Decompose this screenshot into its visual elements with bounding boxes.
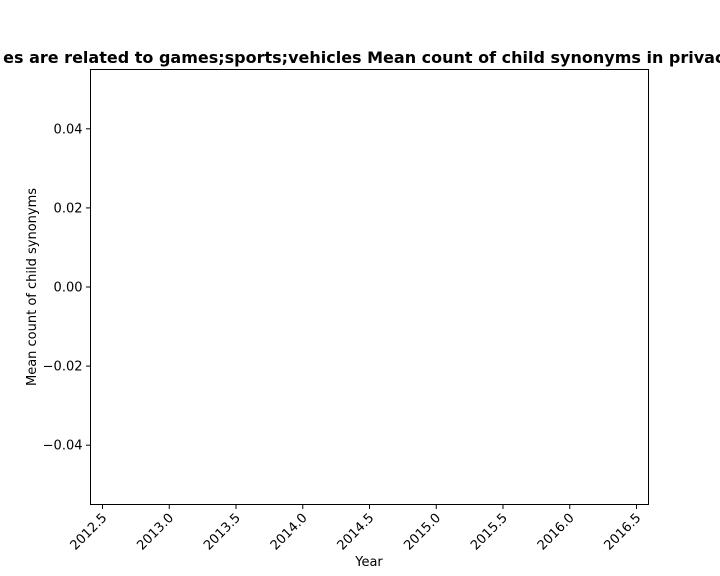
- y-tick-label: 0.02: [54, 201, 83, 216]
- plot-area: [90, 69, 649, 505]
- x-axis-label: Year: [354, 555, 383, 570]
- y-tick-label: 0.04: [54, 122, 83, 137]
- x-tick-label: 2016.5: [602, 511, 645, 554]
- y-tick-label: −0.04: [43, 439, 83, 454]
- x-tick-label: 2015.5: [468, 511, 511, 554]
- y-tick-label: −0.02: [43, 360, 83, 375]
- y-tick-label: 0.00: [54, 281, 83, 296]
- x-tick-label: 2016.0: [535, 511, 578, 554]
- x-axis-ticks: 2012.5 2013.0 2013.5 2014.0 2014.5 2015.0 2015…: [68, 504, 645, 554]
- y-axis-ticks: −0.04 −0.02 0.00 0.02 0.04: [43, 122, 91, 454]
- x-tick-label: 2013.0: [134, 511, 177, 554]
- x-tick-label: 2015.0: [401, 511, 444, 554]
- x-tick-label: 2014.5: [335, 511, 378, 554]
- y-axis-label: Mean count of child synonyms: [25, 188, 40, 386]
- chart-title: es are related to games;sports;vehicles …: [3, 48, 720, 67]
- x-tick-label: 2012.5: [68, 511, 111, 554]
- x-tick-label: 2013.5: [201, 511, 244, 554]
- x-tick-label: 2014.0: [268, 511, 311, 554]
